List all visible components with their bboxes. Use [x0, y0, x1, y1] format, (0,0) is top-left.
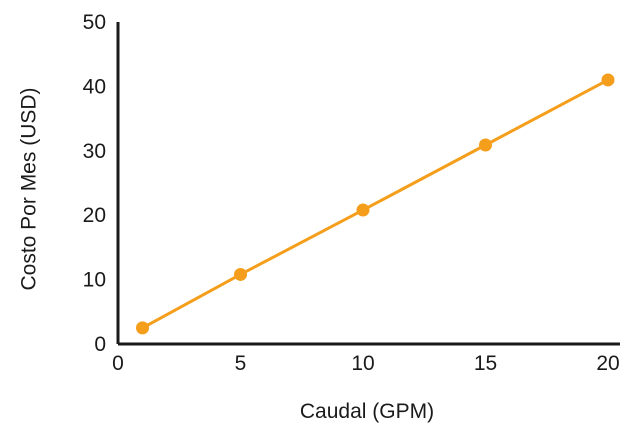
data-point [479, 138, 492, 152]
axes [116, 22, 620, 346]
x-tick-label: 20 [596, 352, 619, 375]
y-tick-label: 50 [83, 11, 106, 34]
series-group [136, 73, 615, 335]
y-tick-label: 40 [83, 75, 106, 98]
x-tick-label: 5 [235, 352, 247, 375]
data-point [234, 267, 247, 281]
y-tick-label: 30 [83, 140, 106, 163]
x-tick-label: 15 [474, 352, 497, 375]
y-tick-label: 20 [83, 204, 106, 227]
y-axis-title: Costo Por Mes (USD) [18, 87, 41, 290]
data-point [356, 203, 370, 217]
y-tick-label: 10 [83, 269, 106, 292]
x-tick-label: 0 [112, 352, 124, 375]
data-point [601, 73, 615, 87]
data-point [136, 321, 149, 335]
x-axis-title: Caudal (GPM) [300, 400, 434, 423]
x-tick-labels: 0 5 10 15 20 [112, 352, 620, 375]
x-tick-label: 10 [351, 352, 374, 375]
series-line [141, 78, 609, 330]
y-tick-label: 0 [94, 333, 106, 356]
y-tick-labels: 0 10 20 30 40 50 [83, 11, 106, 356]
